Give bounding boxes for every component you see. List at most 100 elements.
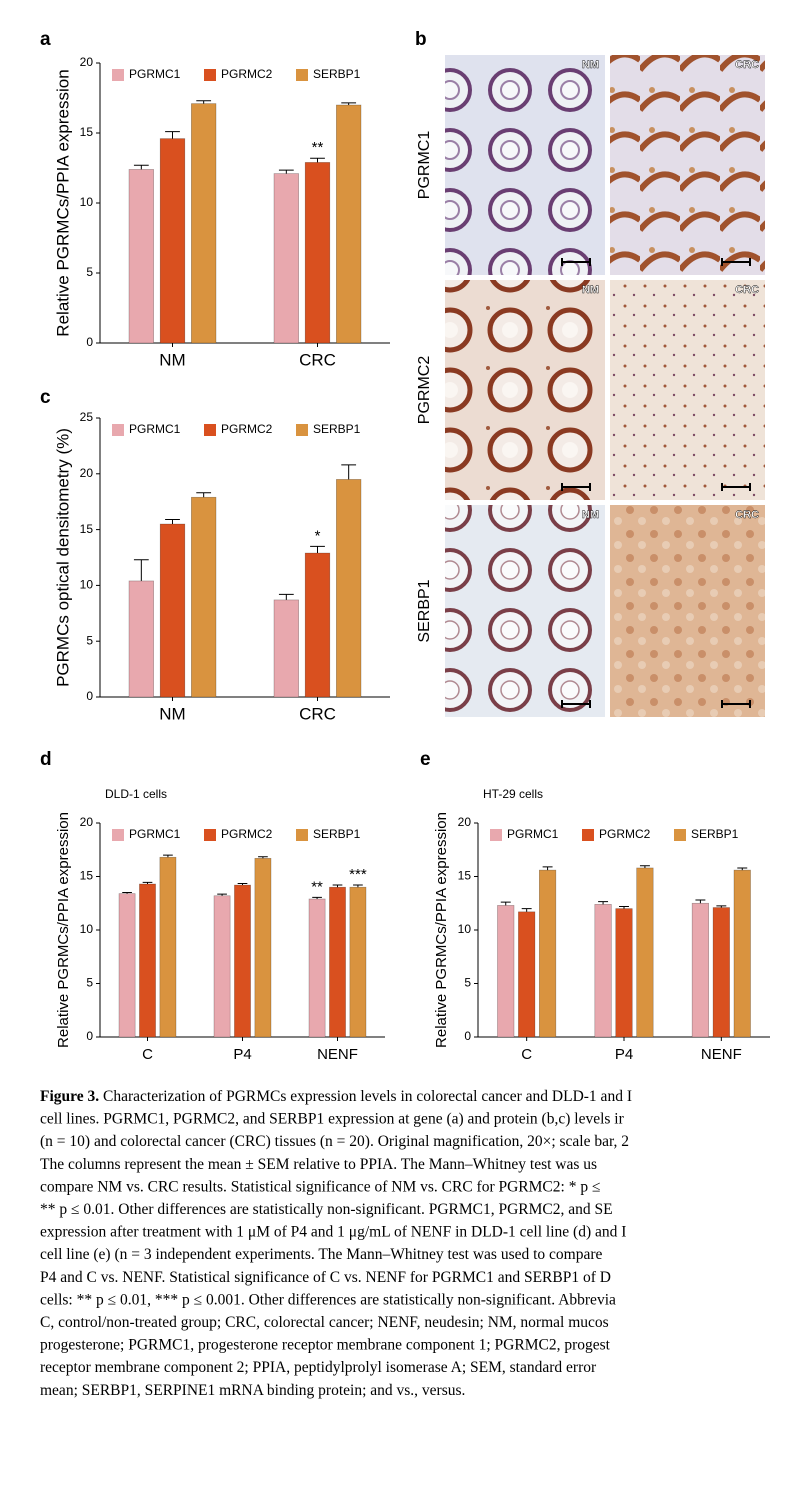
error-bar — [341, 102, 357, 105]
panel-label: a — [40, 29, 51, 50]
bar — [539, 869, 557, 1038]
error-bar — [598, 901, 609, 905]
column-label: NM — [582, 509, 599, 521]
bar — [234, 884, 251, 1038]
caption-line: mean; SERBP1, SERPINE1 mRNA binding prot… — [40, 1382, 465, 1399]
micrograph — [445, 505, 605, 717]
y-tick-label: 10 — [80, 922, 94, 936]
x-tick-label: NENF — [317, 1046, 358, 1063]
caption-text: expression after treatment with 1 μM of … — [40, 1224, 626, 1241]
bar — [336, 104, 362, 344]
y-axis-label: Relative PGRMCs/PPIA expression — [53, 69, 72, 336]
caption-line: ** p ≤ 0.01. Other differences are stati… — [40, 1201, 613, 1218]
micrograph — [610, 280, 765, 500]
bar — [308, 898, 326, 1038]
error-bar — [716, 905, 727, 908]
y-tick-label: 5 — [464, 976, 471, 990]
legend-swatch — [296, 424, 308, 436]
legend-label: PGRMC1 — [507, 827, 559, 841]
legend-label: SERBP1 — [691, 827, 739, 841]
bar — [128, 169, 154, 344]
x-tick-label: C — [142, 1046, 153, 1063]
legend-swatch — [296, 69, 308, 81]
error-bar — [737, 867, 748, 871]
panel-label: e — [420, 749, 431, 770]
scale-bar — [721, 258, 751, 266]
panel-label: d — [40, 749, 52, 770]
row-label: SERBP1 — [416, 579, 433, 642]
caption-line: The columns represent the mean ± SEM rel… — [40, 1156, 597, 1173]
legend-label: SERBP1 — [313, 422, 361, 436]
caption-text: (n = 10) and colorectal cancer (CRC) tis… — [40, 1133, 629, 1150]
micrograph — [610, 55, 765, 275]
caption-text: ** p ≤ 0.01. Other differences are stati… — [40, 1201, 613, 1218]
micrograph — [445, 55, 605, 275]
error-bar — [237, 882, 248, 886]
caption-text: Characterization of PGRMCs expression le… — [99, 1088, 632, 1105]
error-bar — [217, 893, 227, 896]
error-bar — [353, 884, 363, 888]
caption-line: receptor membrane component 2; PPIA, pep… — [40, 1359, 597, 1376]
bar — [213, 895, 231, 1038]
panel-label: b — [415, 29, 427, 50]
legend-swatch — [204, 424, 216, 436]
bar — [329, 886, 346, 1038]
bar — [691, 902, 709, 1038]
bar — [159, 856, 177, 1038]
legend-label: PGRMC1 — [129, 422, 181, 436]
y-tick-label: 0 — [86, 1029, 93, 1043]
error-bar — [312, 896, 322, 899]
y-tick-label: 15 — [458, 869, 472, 883]
legend-label: SERBP1 — [313, 827, 361, 841]
error-bar — [196, 492, 212, 498]
legend-swatch — [674, 829, 686, 841]
caption-text: cells: ** p ≤ 0.01, *** p ≤ 0.001. Other… — [40, 1291, 616, 1308]
bar — [128, 580, 154, 698]
error-bar — [619, 905, 629, 909]
legend-label: PGRMC1 — [129, 67, 181, 81]
caption-text: P4 and C vs. NENF. Statistical significa… — [40, 1269, 611, 1286]
error-bar — [196, 100, 212, 104]
caption-line: cell lines. PGRMC1, PGRMC2, and SERBP1 e… — [40, 1111, 625, 1128]
y-tick-label: 5 — [86, 976, 93, 990]
caption-line: cell line (e) (n = 3 independent experim… — [40, 1246, 603, 1263]
x-tick-label: NM — [159, 704, 185, 723]
legend-swatch — [582, 829, 594, 841]
error-bar — [310, 157, 325, 163]
caption-line: (n = 10) and colorectal cancer (CRC) tis… — [40, 1133, 629, 1150]
legend-label: PGRMC1 — [129, 827, 181, 841]
caption-line: compare NM vs. CRC results. Statistical … — [40, 1178, 600, 1195]
y-axis-label: Relative PGRMCs/PPIA expression — [55, 812, 72, 1048]
error-bar — [310, 545, 325, 554]
y-tick-label: 5 — [86, 633, 93, 647]
bar — [615, 908, 633, 1038]
y-axis-label: Relative PGRMCs/PPIA expression — [433, 812, 450, 1048]
scale-bar — [561, 483, 591, 491]
bar — [273, 173, 299, 344]
x-tick-label: NENF — [701, 1046, 742, 1063]
legend-swatch — [296, 829, 308, 841]
bar — [349, 886, 367, 1038]
bar — [139, 883, 156, 1038]
x-tick-label: CRC — [299, 704, 336, 723]
legend-swatch — [112, 69, 124, 81]
legend-swatch — [112, 424, 124, 436]
bar — [191, 496, 217, 698]
y-tick-label: 0 — [86, 335, 93, 349]
caption-line: cells: ** p ≤ 0.01, *** p ≤ 0.001. Other… — [40, 1291, 616, 1308]
caption-line: Figure 3. Characterization of PGRMCs exp… — [40, 1088, 632, 1105]
y-tick-label: 10 — [80, 195, 94, 209]
legend-swatch — [112, 829, 124, 841]
column-label: CRC — [735, 509, 759, 521]
error-bar — [258, 856, 268, 859]
scale-bar — [561, 258, 591, 266]
column-label: NM — [582, 59, 599, 71]
bar — [733, 869, 751, 1038]
chart-subtitle: DLD-1 cells — [105, 787, 167, 801]
x-tick-label: NM — [159, 350, 185, 369]
bar — [712, 907, 730, 1038]
error-bar — [165, 519, 180, 525]
y-tick-label: 25 — [80, 410, 94, 424]
scale-bar — [721, 700, 751, 708]
